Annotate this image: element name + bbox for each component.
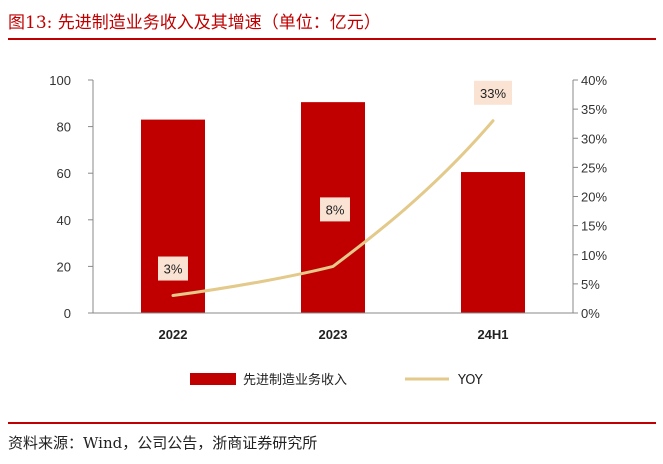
legend-bar-label: 先进制造业务收入	[243, 372, 347, 388]
right-tick-label: 10%	[581, 248, 607, 263]
legend-line-label: YOY	[457, 373, 483, 388]
yoy-label-box	[320, 197, 350, 222]
yoy-label-2023: 8%	[320, 197, 350, 222]
left-axis: 0 20 40 60 80 100	[49, 73, 93, 321]
right-tick-label: 35%	[581, 102, 607, 117]
yoy-label-text: 33%	[480, 86, 506, 101]
right-tick-label: 5%	[581, 277, 600, 292]
left-tick-label: 80	[57, 120, 71, 135]
left-tick-label: 0	[64, 306, 71, 321]
yoy-line	[171, 119, 495, 298]
right-tick-label: 20%	[581, 190, 607, 205]
right-tick-label: 0%	[581, 306, 600, 321]
x-tick-label: 2023	[319, 327, 348, 342]
bar-2022	[141, 119, 205, 313]
x-axis: 2022 2023 24H1	[159, 327, 509, 342]
yoy-label-2022: 3%	[158, 256, 188, 281]
yoy-data-labels: 3% 8% 33%	[158, 80, 512, 281]
left-tick-label: 20	[57, 259, 71, 274]
right-tick-label: 25%	[581, 160, 607, 175]
figure-title: 图13: 先进制造业务收入及其增速（单位：亿元）	[8, 13, 381, 33]
legend: 先进制造业务收入 YOY	[190, 372, 483, 388]
left-tick-label: 60	[57, 166, 71, 181]
yoy-label-box	[158, 256, 188, 281]
bar-24H1	[461, 172, 525, 313]
legend-bar-swatch	[190, 373, 236, 385]
yoy-label-text: 8%	[326, 202, 345, 217]
right-tick-label: 15%	[581, 219, 607, 234]
x-tick-label: 24H1	[477, 327, 508, 342]
x-tick-label: 2022	[159, 327, 188, 342]
yoy-label-24H1: 33%	[474, 80, 512, 105]
right-axis: 0% 5% 10% 15% 20% 25% 30% 35% 40%	[573, 73, 607, 321]
right-tick-label: 40%	[581, 73, 607, 88]
source-note: 资料来源：Wind，公司公告，浙商证券研究所	[8, 434, 318, 452]
footer-divider	[8, 422, 656, 424]
left-tick-label: 40	[57, 213, 71, 228]
left-tick-label: 100	[49, 73, 71, 88]
yoy-label-box	[474, 80, 512, 105]
right-tick-label: 30%	[581, 131, 607, 146]
title-divider	[8, 38, 656, 40]
yoy-label-text: 3%	[164, 262, 183, 277]
